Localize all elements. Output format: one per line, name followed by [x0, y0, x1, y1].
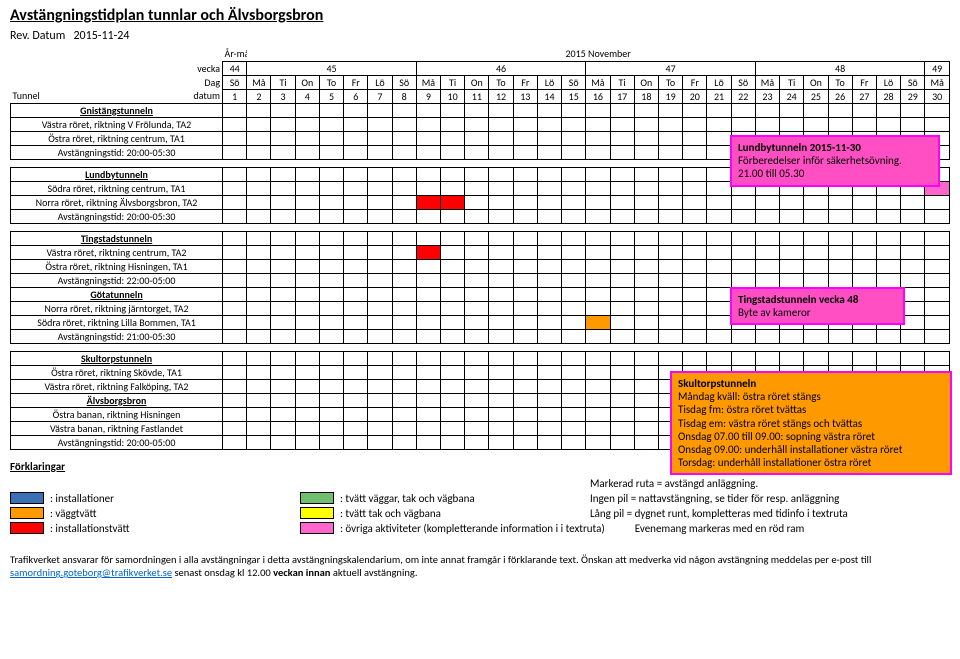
rev-label: Rev. Datum [10, 29, 65, 43]
callout-note: Tingstadstunneln vecka 48Byte av kameror [730, 287, 905, 325]
callout-note: SkultorpstunnelnMåndag kväll: östra röre… [670, 371, 952, 475]
footer-part: senast onsdag kl 12.00 [174, 566, 273, 579]
footer-text: Trafikverket ansvarar för samordningen i… [10, 553, 950, 580]
footer-email-link[interactable]: samordning.goteborg@trafikverket.se [10, 566, 172, 579]
callout-note: Lundbytunneln 2015-11-30Förberedelser in… [730, 135, 940, 187]
footer-part: aktuell avstängning. [333, 566, 418, 579]
footer-part: Trafikverket ansvarar för samordningen i… [10, 553, 871, 566]
footer-bold: veckan innan [273, 566, 330, 579]
schedule-grid: År-månad2015 Novembervecka444546474849Da… [10, 47, 950, 450]
rev-date: 2015-11-24 [73, 29, 129, 43]
revision: Rev. Datum 2015-11-24 [10, 29, 950, 43]
page-title: Avstängningstidplan tunnlar och Älvsborg… [10, 6, 950, 25]
